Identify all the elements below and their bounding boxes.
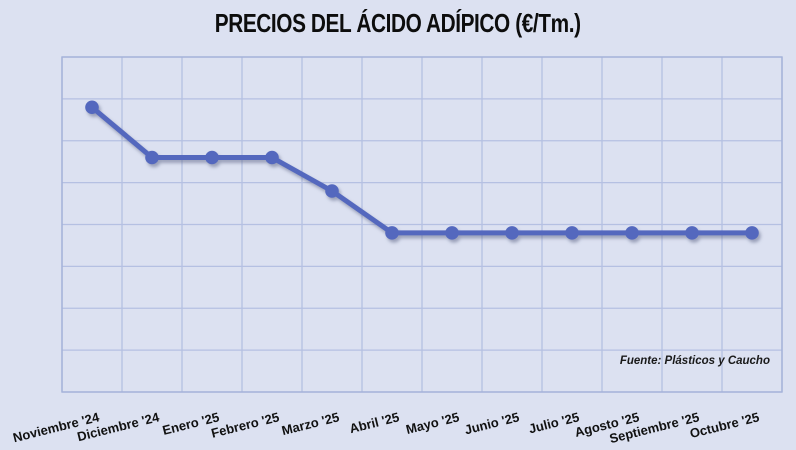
x-axis-label: Junio '25 <box>463 409 521 437</box>
data-point-marker <box>85 100 99 115</box>
x-axis-label: Julio '25 <box>527 409 581 436</box>
x-axis-label: Febrero '25 <box>210 409 281 440</box>
x-axis-label: Marzo '25 <box>280 409 341 438</box>
data-point-marker <box>145 150 159 165</box>
data-point-marker <box>265 150 279 165</box>
data-point-marker <box>685 226 699 240</box>
x-axis-label: Mayo '25 <box>404 409 460 437</box>
chart-title: PRECIOS DEL ÁCIDO ADÍPICO (€/Tm.) <box>0 8 796 39</box>
data-point-marker <box>745 226 759 240</box>
x-axis-label: Abril '25 <box>348 409 401 436</box>
data-point-marker <box>625 226 639 240</box>
price-line <box>89 104 755 236</box>
x-axis-label: Octubre '25 <box>688 409 761 441</box>
data-point-marker <box>505 226 519 240</box>
gridlines <box>61 56 783 393</box>
data-point-marker <box>385 226 399 240</box>
chart-title-text: PRECIOS DEL ÁCIDO ADÍPICO (€/Tm.) <box>215 8 581 38</box>
price-series <box>85 100 759 240</box>
data-point-marker <box>565 226 579 240</box>
plot-area-border <box>61 56 783 393</box>
source-note: Fuente: Plásticos y Caucho <box>619 355 770 367</box>
data-point-marker <box>325 184 339 198</box>
data-point-marker <box>205 150 219 165</box>
data-point-marker <box>445 226 459 240</box>
